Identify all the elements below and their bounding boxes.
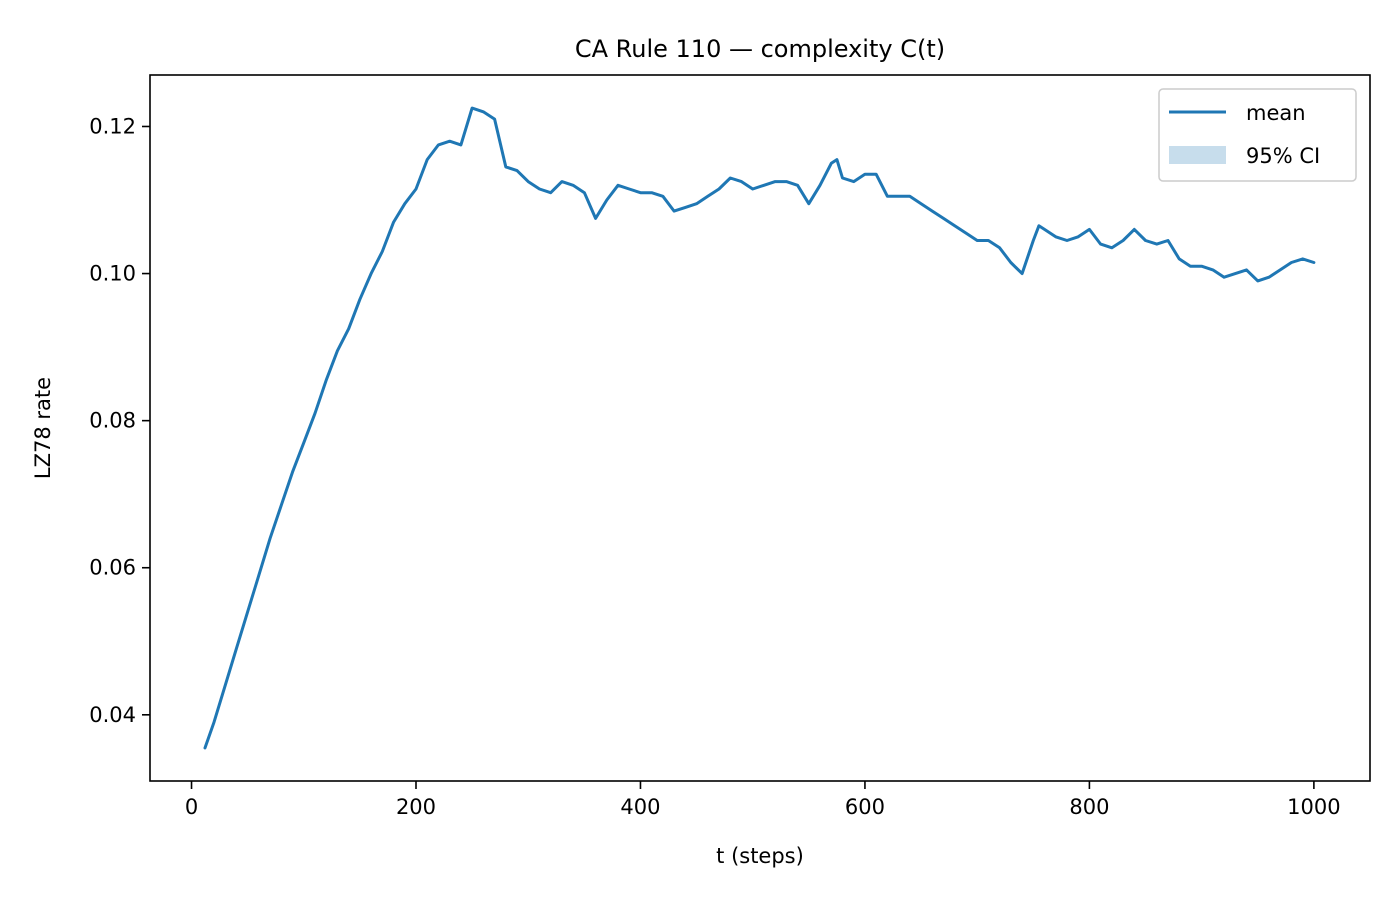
chart-title: CA Rule 110 — complexity C(t) [575,35,945,63]
y-axis: 0.04 0.06 0.08 0.10 0.12 [89,114,150,727]
x-tick-label: 1000 [1287,795,1340,819]
y-tick-label: 0.10 [89,262,136,286]
x-axis: 0 200 400 600 800 1000 [185,781,1341,819]
y-tick-label: 0.08 [89,409,136,433]
legend: mean 95% CI [1158,88,1357,182]
x-tick-label: 200 [396,795,436,819]
x-axis-label: t (steps) [716,844,804,868]
y-axis-label: LZ78 rate [31,377,55,479]
legend-mean-label: mean [1246,101,1306,125]
y-tick-label: 0.06 [89,556,136,580]
legend-ci-swatch [1169,146,1226,164]
x-tick-label: 400 [620,795,660,819]
series-mean-line [203,106,1316,750]
axes-frame [149,74,1371,782]
plot-area [203,106,1316,750]
y-tick-label: 0.04 [89,703,136,727]
x-tick-label: 0 [185,795,198,819]
x-tick-label: 600 [845,795,885,819]
legend-ci-label: 95% CI [1246,144,1320,168]
x-tick-label: 800 [1069,795,1109,819]
y-tick-label: 0.12 [89,114,136,138]
